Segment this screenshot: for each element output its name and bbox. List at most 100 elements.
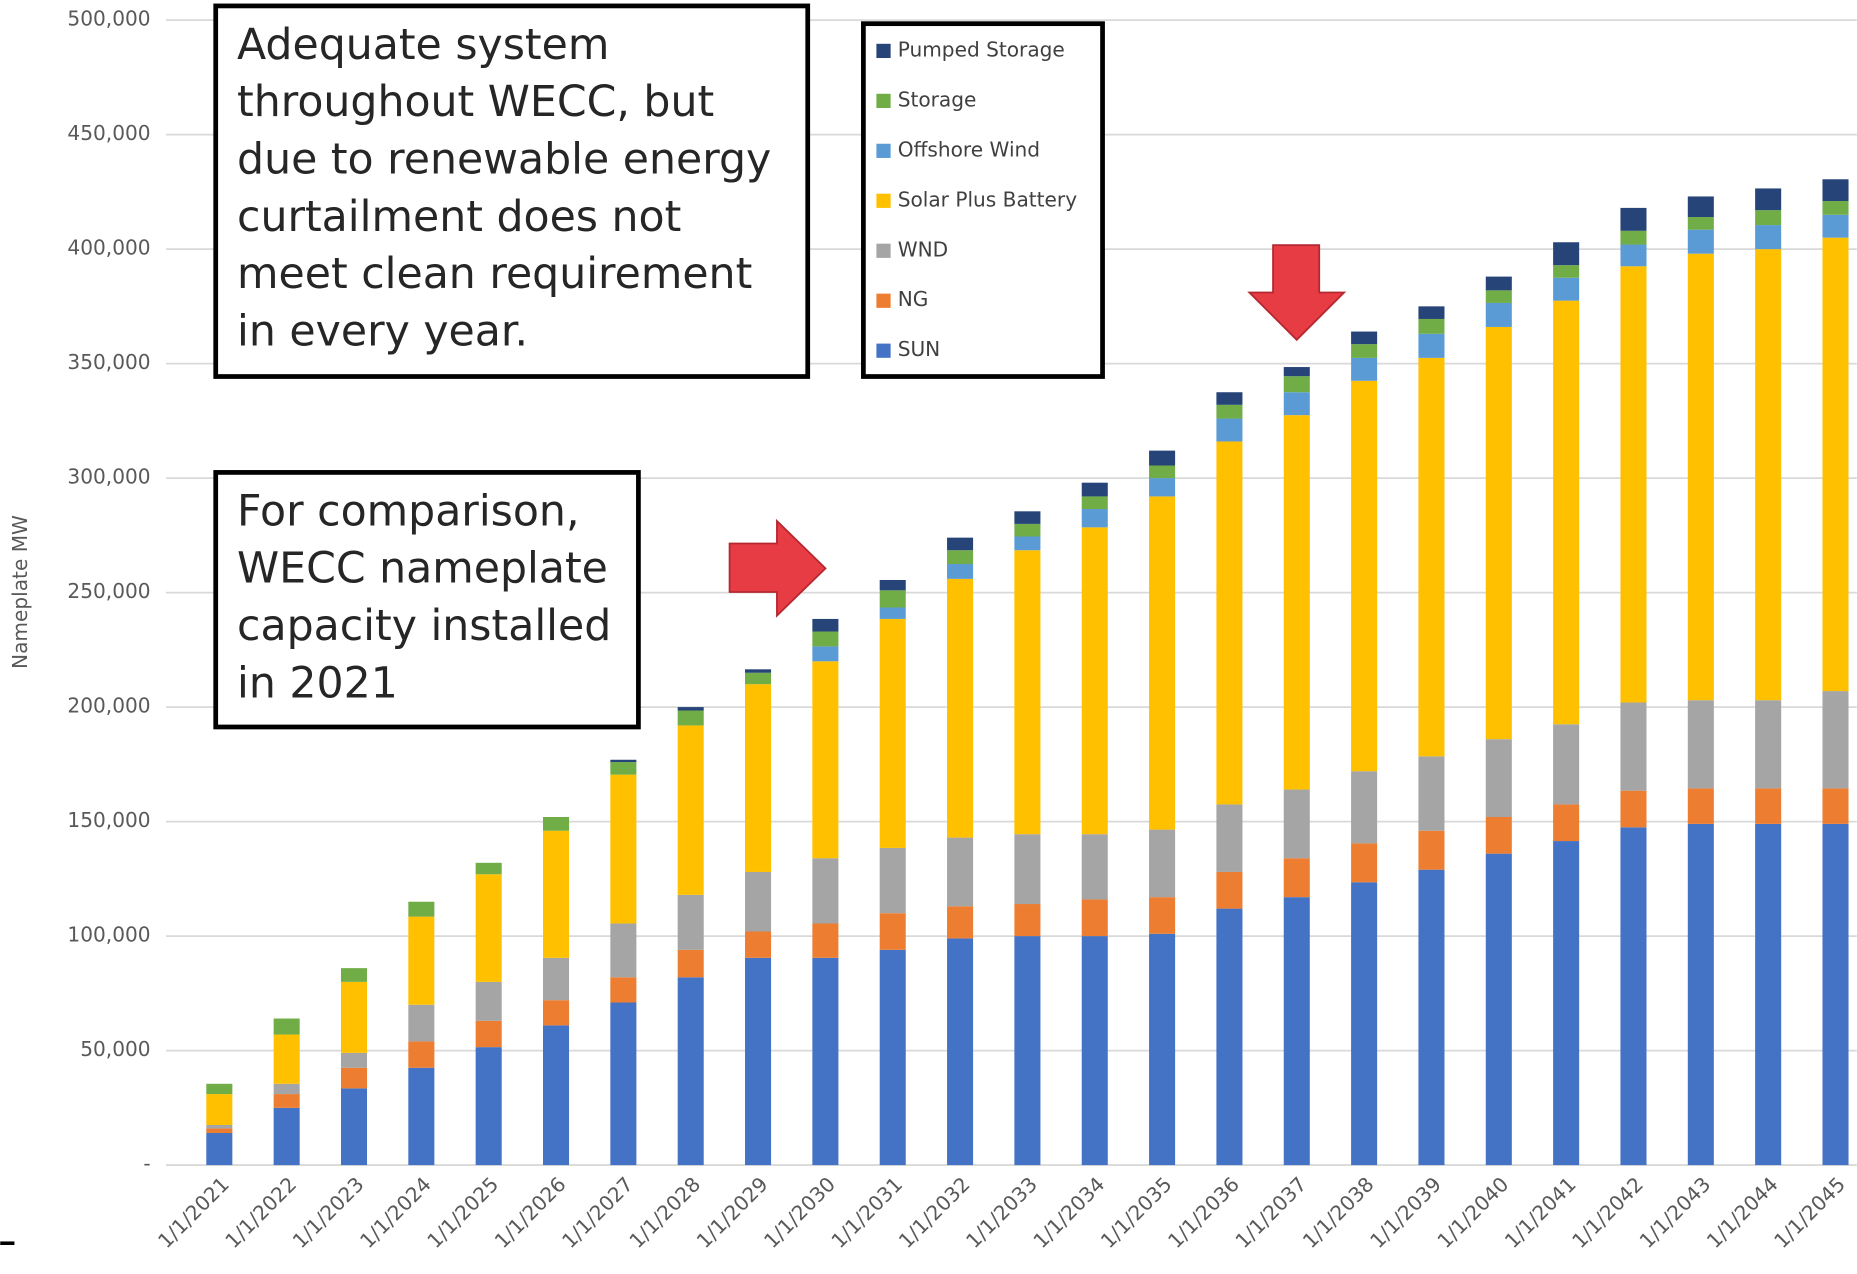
bar-segment (408, 1067, 435, 1166)
x-tick-label: 1/1/2044 (1702, 1172, 1783, 1253)
legend-swatch (876, 293, 891, 308)
bar-segment (1418, 830, 1445, 870)
bar-segment (812, 957, 839, 1166)
bar-segment (1418, 869, 1445, 1166)
bar-segment (1283, 367, 1310, 377)
legend-swatch (876, 43, 891, 59)
bar-segment (1216, 804, 1243, 872)
bar-segment (273, 1018, 300, 1035)
bar-segment (745, 957, 772, 1166)
annotation-text: Adequate system (237, 20, 609, 70)
bar-segment (475, 1020, 502, 1048)
bar-segment (745, 672, 772, 685)
bar-segment (1149, 465, 1176, 479)
annotation-text: capacity installed (237, 601, 611, 651)
bar-segment (879, 618, 906, 848)
bar-segment (1283, 789, 1310, 859)
bar-segment (475, 1047, 502, 1166)
bar-segment (1418, 756, 1445, 831)
bar-segment (1755, 210, 1782, 226)
bar-segment (1687, 823, 1714, 1166)
annotation-box (213, 470, 641, 730)
bar-segment (1216, 418, 1243, 442)
bar-segment (1351, 882, 1378, 1166)
bar-segment (1485, 290, 1512, 303)
bar-segment (879, 580, 906, 591)
bar-segment (812, 661, 839, 859)
bar-segment (1216, 871, 1243, 909)
y-tick-label: - (143, 1152, 150, 1176)
bar-segment (408, 901, 435, 917)
x-tick-label: 1/1/2029 (692, 1172, 773, 1253)
bar-segment (273, 1107, 300, 1166)
legend-label: Solar Plus Battery (898, 187, 1077, 211)
bar-segment (879, 607, 906, 619)
x-tick-label: 1/1/2026 (490, 1172, 571, 1253)
y-axis-label: Nameplate MW (8, 515, 32, 669)
legend-label: Storage (898, 87, 977, 111)
x-tick-label: 1/1/2040 (1432, 1172, 1513, 1253)
bar-segment (1014, 904, 1041, 937)
bar-segment (273, 1034, 300, 1084)
bar-segment (1283, 415, 1310, 790)
bar-segment (677, 894, 704, 950)
bar-segment (812, 618, 839, 632)
x-tick-label: 1/1/2034 (1028, 1172, 1109, 1253)
bar-segment (1014, 523, 1041, 537)
y-tick-label: 150,000 (67, 808, 150, 832)
bar-segment (1485, 302, 1512, 327)
bar-segment (1755, 823, 1782, 1166)
bar-segment (610, 774, 637, 924)
bar-segment (1620, 266, 1647, 703)
bar-segment (1351, 331, 1378, 345)
bar-segment (1485, 817, 1512, 854)
bar-segment (812, 631, 839, 647)
bar-segment (610, 977, 637, 1003)
bar-segment (408, 1041, 435, 1068)
bar-segment (1687, 196, 1714, 218)
bar-segment (206, 1094, 233, 1125)
legend-label: NG (898, 287, 929, 311)
x-tick-label: 1/1/2030 (759, 1172, 840, 1253)
annotation-text: in every year. (237, 306, 528, 356)
y-tick-label: 500,000 (67, 7, 150, 31)
bar-segment (1081, 496, 1108, 510)
bar-segment (1822, 179, 1849, 202)
bar-segment (1149, 829, 1176, 898)
bar-segment (879, 949, 906, 1166)
bar-segment (1620, 790, 1647, 828)
annotation-box (213, 3, 811, 379)
bar-segment (1553, 841, 1580, 1166)
bar-segment (408, 916, 435, 1005)
bar-segment (1822, 823, 1849, 1166)
bar-segment (1822, 788, 1849, 824)
bar-segment (206, 1133, 233, 1166)
bar-segment (1149, 478, 1176, 497)
bar-segment (1687, 229, 1714, 254)
bar-segment (812, 923, 839, 958)
x-tick-label: 1/1/2043 (1635, 1172, 1716, 1253)
bar-segment (1149, 897, 1176, 934)
bar-segment (475, 874, 502, 982)
bar-segment (745, 931, 772, 958)
bar-segment (1687, 217, 1714, 230)
bar-segment (1081, 527, 1108, 835)
bar-segment (677, 725, 704, 895)
bar-segment (1351, 344, 1378, 358)
bar-segment (1283, 858, 1310, 898)
bar-segment (1553, 724, 1580, 805)
bar-segment (1485, 853, 1512, 1166)
bar-segment (745, 684, 772, 872)
bar-segment (1081, 509, 1108, 528)
x-tick-label: 1/1/2027 (557, 1172, 638, 1253)
bar-segment (1485, 326, 1512, 740)
legend-label: SUN (898, 337, 941, 361)
bar-segment (1081, 936, 1108, 1166)
bar-segment (1149, 933, 1176, 1166)
bar-segment (1755, 788, 1782, 824)
bar-segment (947, 578, 974, 838)
bar-segment (340, 968, 368, 982)
bar-segment (879, 590, 906, 608)
bar-segment (812, 646, 839, 662)
